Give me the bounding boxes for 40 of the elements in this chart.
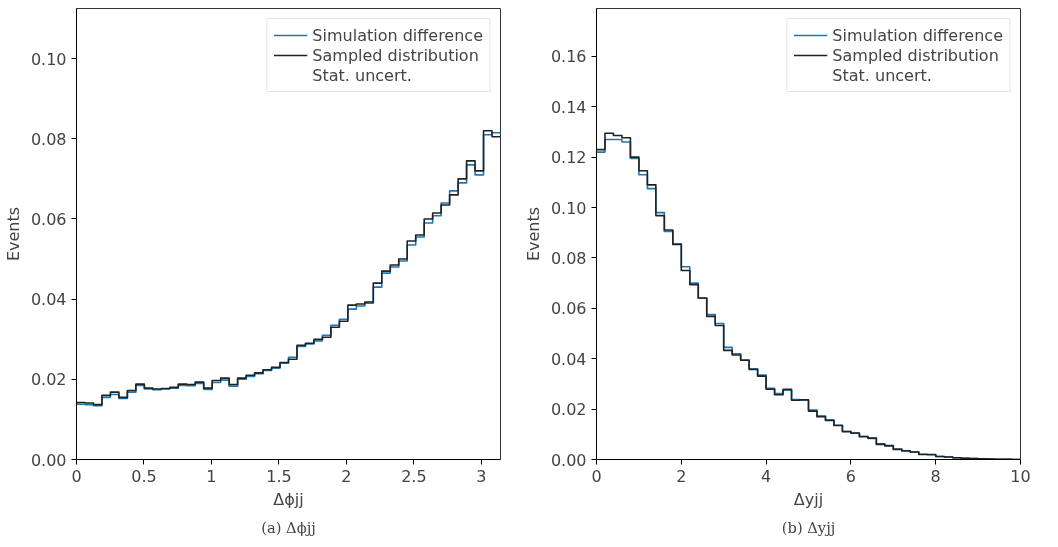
x-axis-title: Δyjj bbox=[793, 489, 824, 509]
y-tick-label: 0.04 bbox=[550, 349, 587, 369]
y-tick-label: 0.00 bbox=[30, 450, 67, 470]
x-tick-label: 8 bbox=[930, 466, 941, 486]
x-axis-title: Δϕjj bbox=[273, 489, 304, 509]
y-tick-label: 0.04 bbox=[30, 290, 67, 310]
x-tick-label: 1 bbox=[206, 466, 217, 486]
y-tick-label: 0.14 bbox=[550, 97, 587, 117]
x-tick-label: 10 bbox=[1010, 466, 1031, 486]
x-tick-label: 0 bbox=[71, 466, 82, 486]
y-axis-title: Events bbox=[3, 206, 23, 262]
legend-label: Sampled distribution bbox=[312, 45, 479, 65]
legend-label: Sampled distribution bbox=[832, 45, 999, 65]
x-tick-label: 0 bbox=[591, 466, 602, 486]
legend-label: Simulation difference bbox=[832, 25, 1003, 45]
y-tick-label: 0.02 bbox=[30, 370, 67, 390]
x-tick-label: 2 bbox=[676, 466, 687, 486]
y-tick-label: 0.02 bbox=[550, 400, 587, 420]
text: (b) Δyjj bbox=[781, 518, 836, 536]
y-tick-label: 0.10 bbox=[550, 198, 587, 218]
y-tick-label: 0.10 bbox=[30, 49, 67, 69]
y-tick-label: 0.08 bbox=[550, 248, 587, 268]
annotation: Stat. uncert. bbox=[832, 65, 932, 85]
legend-label: Simulation difference bbox=[312, 25, 483, 45]
y-tick-label: 0.16 bbox=[550, 47, 587, 67]
x-tick-label: 2 bbox=[341, 466, 352, 486]
x-tick-label: 4 bbox=[761, 466, 772, 486]
x-tick-label: 3 bbox=[476, 466, 487, 486]
y-axis-title: Events bbox=[523, 206, 543, 262]
text: (a) Δϕjj bbox=[261, 518, 316, 536]
y-tick-label: 0.00 bbox=[550, 450, 587, 470]
y-tick-label: 0.12 bbox=[550, 148, 587, 168]
y-tick-label: 0.06 bbox=[30, 209, 67, 229]
y-tick-label: 0.06 bbox=[550, 299, 587, 319]
annotation: Stat. uncert. bbox=[312, 65, 412, 85]
y-tick-label: 0.08 bbox=[30, 129, 67, 149]
x-tick-label: 6 bbox=[845, 466, 856, 486]
x-tick-label: 0.5 bbox=[131, 466, 157, 486]
x-tick-label: 2.5 bbox=[401, 466, 427, 486]
x-tick-label: 1.5 bbox=[266, 466, 292, 486]
